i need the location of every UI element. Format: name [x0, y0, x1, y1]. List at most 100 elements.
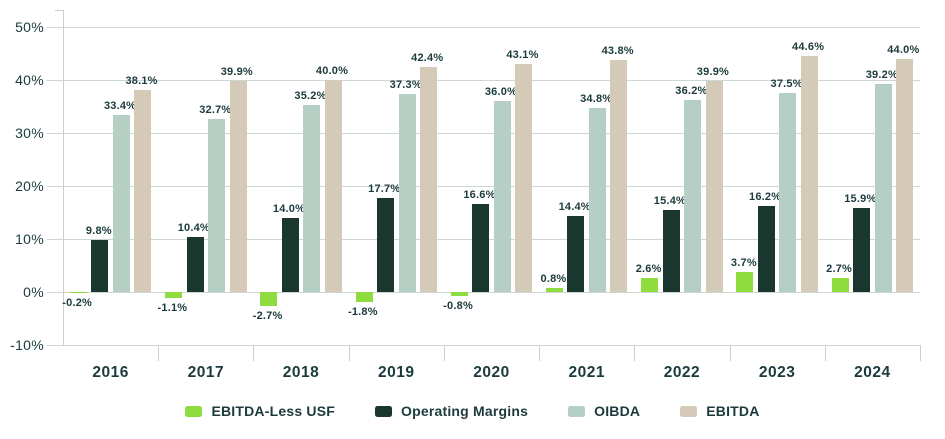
- gridline: [47, 80, 920, 81]
- bar-value-label: 43.1%: [506, 48, 539, 61]
- bar-value-label: 36.2%: [675, 85, 708, 98]
- bar-value-label: 42.4%: [411, 52, 444, 65]
- x-axis-label: 2016: [92, 364, 129, 381]
- bar-value-label: 14.0%: [272, 202, 306, 215]
- bar: [260, 292, 278, 307]
- legend-label: Operating Margins: [401, 403, 529, 419]
- x-axis-label: 2021: [568, 364, 605, 381]
- bar: [208, 118, 226, 292]
- gridline: [47, 345, 920, 346]
- bar: [281, 217, 299, 292]
- y-axis-top-tick: [55, 10, 63, 11]
- bar: [736, 272, 754, 292]
- bar: [515, 63, 533, 292]
- x-axis-label: 2020: [473, 364, 510, 381]
- bar: [355, 292, 373, 302]
- bar-value-label: 44.6%: [792, 40, 825, 53]
- bar: [324, 80, 342, 292]
- bar-value-label: -2.7%: [252, 310, 283, 323]
- gridline: [47, 133, 920, 134]
- x-axis-tick: [920, 345, 921, 361]
- x-axis-label: 2023: [758, 364, 796, 381]
- bar: [874, 84, 892, 292]
- bar: [831, 277, 849, 292]
- bar-value-label: 39.9%: [696, 65, 730, 78]
- bar: [896, 58, 914, 292]
- bar: [545, 287, 563, 292]
- bar: [450, 292, 468, 297]
- bar: [705, 80, 723, 292]
- bar: [472, 204, 490, 292]
- legend-item: EBITDA: [680, 403, 759, 419]
- bar-value-label: -1.1%: [157, 301, 188, 314]
- legend-label: OIBDA: [594, 403, 641, 419]
- bar: [662, 210, 680, 292]
- bar-value-label: 33.4%: [103, 99, 137, 112]
- bar-value-label: 10.4%: [177, 221, 210, 234]
- bar-value-label: 3.7%: [730, 257, 757, 270]
- chart-legend: EBITDA-Less USF Operating Margins OIBDA EBI…: [0, 403, 945, 419]
- bar-value-label: 15.9%: [844, 192, 877, 205]
- y-axis-label: 50%: [15, 19, 44, 35]
- bar-value-label: 39.2%: [865, 69, 898, 82]
- bar: [800, 55, 818, 292]
- y-axis-label: 20%: [15, 178, 44, 194]
- bar-value-label: -1.8%: [347, 305, 378, 318]
- x-axis-label: 2024: [854, 364, 891, 381]
- bar-value-label: 17.7%: [368, 183, 401, 196]
- bar-value-label: 2.6%: [635, 263, 662, 276]
- legend-item: EBITDA-Less USF: [185, 403, 335, 419]
- x-axis-tick: [253, 345, 255, 361]
- y-axis-line: [63, 10, 64, 345]
- legend-swatch: [185, 405, 203, 417]
- bar: [398, 94, 416, 292]
- bar-value-label: 38.1%: [125, 75, 158, 88]
- y-axis-label: 40%: [15, 72, 44, 88]
- legend-label: EBITDA: [706, 403, 760, 419]
- bar: [420, 67, 438, 292]
- bar-value-label: 40.0%: [315, 65, 349, 77]
- bar-value-label: 43.8%: [601, 44, 634, 57]
- x-axis-label: 2017: [187, 364, 225, 381]
- bar-value-label: 32.7%: [199, 103, 232, 116]
- bar: [567, 215, 585, 292]
- x-axis-tick: [158, 345, 160, 361]
- bar: [303, 105, 321, 292]
- bar-value-label: 15.4%: [653, 195, 687, 208]
- bar: [779, 93, 797, 292]
- bar-value-label: 16.6%: [463, 189, 496, 202]
- bar: [377, 198, 395, 292]
- bar-value-label: 14.4%: [558, 200, 591, 213]
- bar: [91, 240, 109, 292]
- x-axis-label: 2018: [282, 364, 320, 381]
- bar-value-label: 37.5%: [770, 78, 803, 91]
- y-axis-label: 30%: [15, 125, 44, 141]
- x-axis-tick: [729, 345, 731, 361]
- bar: [684, 100, 702, 292]
- y-axis-label: 10%: [15, 231, 44, 247]
- gridline: [47, 186, 920, 187]
- bar: [641, 278, 659, 292]
- x-axis-tick: [348, 345, 350, 361]
- bar: [112, 114, 130, 292]
- x-axis-tick: [539, 345, 541, 361]
- bar-value-label: 37.3%: [389, 79, 422, 92]
- bar: [853, 207, 871, 292]
- x-axis-tick: [443, 345, 445, 361]
- bar-value-label: 9.8%: [85, 225, 112, 238]
- bar-value-label: 35.2%: [294, 90, 327, 103]
- bar-value-label: 44.0%: [887, 43, 920, 56]
- x-axis-tick: [634, 345, 636, 361]
- bar: [69, 292, 87, 294]
- bar: [493, 101, 511, 292]
- bar-value-label: 34.8%: [580, 92, 613, 105]
- bar-value-label: 39.9%: [220, 65, 253, 78]
- bar-value-label: 0.8%: [540, 272, 567, 285]
- bar-value-label: -0.2%: [62, 297, 93, 310]
- bar: [588, 107, 606, 292]
- x-axis-label: 2019: [378, 364, 415, 381]
- legend-item: OIBDA: [568, 403, 640, 419]
- legend-item: Operating Margins: [375, 403, 528, 419]
